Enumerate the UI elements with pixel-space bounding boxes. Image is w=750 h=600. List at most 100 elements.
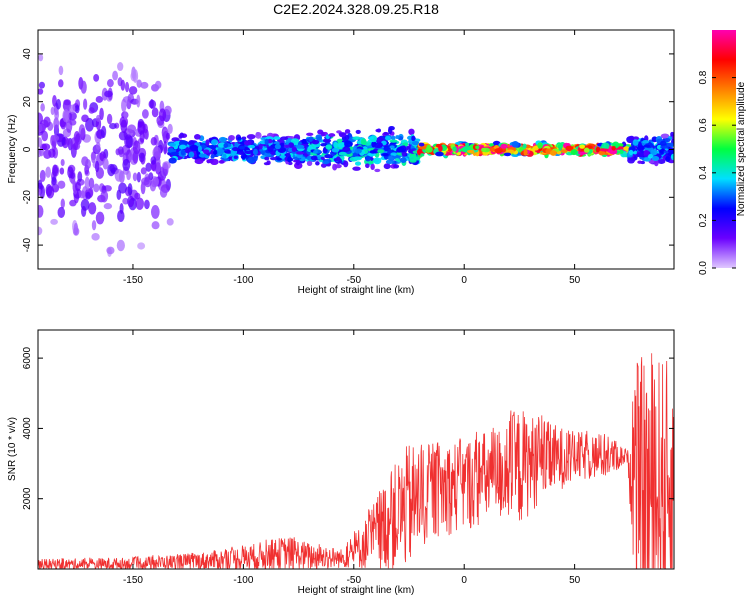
snr-panel: -150 -100 -50 0 50 2000 4000 6000 Height of str… <box>7 329 675 596</box>
spectrogram-cell <box>93 73 100 82</box>
spectrogram-cell <box>264 152 272 157</box>
snr-ticks: -150 -100 -50 0 50 2000 4000 6000 <box>22 330 674 586</box>
spectrogram-cell <box>628 135 635 140</box>
spectrogram-cell <box>670 131 674 137</box>
spectrogram-zone <box>167 132 314 169</box>
spectrogram-cell <box>124 81 130 93</box>
spectrogram-cell <box>127 124 137 134</box>
spectrogram-cell <box>338 132 347 136</box>
spectrogram-cell <box>38 123 46 132</box>
spectrogram-cell <box>579 144 585 149</box>
spectrogram-cell <box>52 95 57 107</box>
spectrogram-cell <box>136 94 141 108</box>
spectrogram-cell <box>127 195 135 208</box>
figure-title: C2E2.2024.328.09.25.R18 <box>273 1 439 17</box>
spectrogram-cell <box>557 144 563 150</box>
spectrogram-cell <box>141 109 149 119</box>
spectrogram-cell <box>168 142 177 147</box>
spectrogram-cell <box>628 149 634 155</box>
spectrogram-cell <box>295 151 305 155</box>
x-tick-label: 50 <box>569 275 581 286</box>
spectrogram-cell <box>91 152 96 164</box>
spectrogram-cell <box>210 154 215 159</box>
x-tick-label: -50 <box>347 575 362 586</box>
spectrogram-cell <box>494 148 503 154</box>
spectrogram-cell <box>152 146 162 160</box>
spectrogram-cell <box>50 134 60 142</box>
spectrogram-cell <box>54 108 60 121</box>
spectrogram-cell <box>136 171 141 183</box>
spectrogram-cell <box>465 142 470 147</box>
spectrogram-cell <box>399 157 407 163</box>
spectrogram-cell <box>316 154 322 160</box>
spectrogram-cell <box>632 136 640 141</box>
spectrogram-cell <box>418 146 428 150</box>
spectrogram-cell <box>503 152 512 157</box>
spectrogram-cell <box>565 146 574 150</box>
spectrogram-cell <box>475 145 480 150</box>
spectrogram-cell <box>62 109 70 123</box>
spectrogram-cell <box>344 140 353 148</box>
spectrogram-cell <box>188 151 195 158</box>
spectrogram-cell <box>88 107 95 114</box>
spectrogram-cell <box>570 148 578 156</box>
spectrogram-cell <box>377 149 385 154</box>
spectrogram-cell <box>94 160 100 173</box>
spectrogram-cell <box>168 157 177 164</box>
spectrogram-cell <box>234 142 239 148</box>
spectrogram-cell <box>274 143 281 150</box>
spectrogram-cell <box>342 146 351 152</box>
spectrogram-cell <box>73 222 79 235</box>
colorbar-tick-label: 0.6 <box>698 118 709 132</box>
spectrogram-cell <box>648 153 653 158</box>
spectrogram-cell <box>375 129 381 133</box>
spectrogram-cell <box>337 142 345 148</box>
spectrogram-cell <box>38 204 44 218</box>
spectrogram-cell <box>666 142 674 147</box>
spectrogram-cell <box>466 149 475 154</box>
spectrogram-cell <box>308 136 314 142</box>
spectrogram-cell <box>378 142 383 148</box>
spectrogram-cell <box>115 148 121 156</box>
spectrogram-cell <box>57 180 66 189</box>
spectrogram-cell <box>198 153 208 158</box>
x-tick-label: -150 <box>123 275 143 286</box>
spectrogram-cell <box>197 145 202 153</box>
spectrogram-cell <box>69 104 76 114</box>
colorbar-ticks: 0.0 0.2 0.4 0.6 0.8 <box>698 70 736 275</box>
spectrogram-cell <box>243 140 252 146</box>
spectrogram-cell <box>354 161 362 166</box>
spectrogram-cell <box>251 155 258 162</box>
spectrogram-cell <box>137 121 146 135</box>
spectrogram-cell <box>643 157 651 162</box>
spectrogram-cell <box>100 125 107 138</box>
spectrogram-cell <box>144 176 152 188</box>
snr-ylabel: SNR (10 * v/v) <box>7 417 18 481</box>
spectrogram-cell <box>223 143 229 148</box>
spectrogram-cell <box>537 142 543 149</box>
spectrogram-cell <box>385 159 394 165</box>
spectrogram-cell <box>43 116 51 128</box>
spectrogram-cell <box>642 149 650 156</box>
spectrogram-cell <box>43 149 52 159</box>
spectrogram-cell <box>41 130 49 142</box>
spectrogram-cell <box>411 135 416 142</box>
spectrogram-cell <box>154 80 162 89</box>
spectrogram-cell <box>670 153 674 161</box>
spectrogram-cell <box>213 149 218 155</box>
spectrogram-cell <box>320 156 325 160</box>
spectrogram-cell <box>338 151 347 156</box>
spectrogram-panel: -150 -100 -50 0 50 -40 -20 0 20 40 Height of stra… <box>7 29 675 296</box>
spectrogram-cell <box>167 123 173 135</box>
y-tick-label: 40 <box>22 48 33 60</box>
spectrogram-cell <box>194 134 201 140</box>
spectrogram-cell <box>121 98 127 113</box>
spectrogram-cell <box>288 142 295 148</box>
spectrogram-cell <box>389 145 395 149</box>
spectrogram-cell <box>395 158 400 162</box>
spectrogram-cell <box>267 146 274 152</box>
spectrogram-cell <box>488 143 494 147</box>
colorbar-tick-label: 0.4 <box>698 165 709 179</box>
spectrogram-cell <box>202 149 210 154</box>
